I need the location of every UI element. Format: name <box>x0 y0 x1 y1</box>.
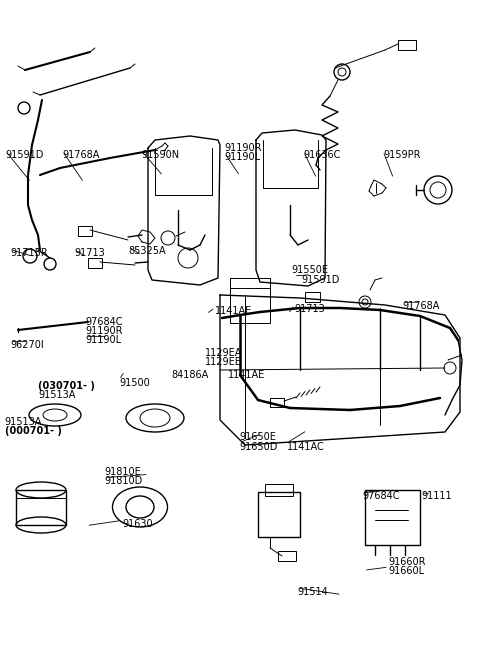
Text: 91768A: 91768A <box>402 301 440 311</box>
Bar <box>265 484 293 496</box>
Text: 91500: 91500 <box>119 378 150 388</box>
Text: 96270I: 96270I <box>11 340 44 350</box>
Text: 1141AE: 1141AE <box>215 306 252 316</box>
Text: 97684C: 97684C <box>85 317 123 327</box>
Bar <box>258 492 300 537</box>
Text: 91591D: 91591D <box>301 275 340 284</box>
Text: 91810D: 91810D <box>105 476 143 486</box>
Text: 9159PR: 9159PR <box>383 150 420 160</box>
Text: 91590N: 91590N <box>142 150 180 160</box>
Text: 84186A: 84186A <box>172 370 209 380</box>
Bar <box>88 258 102 268</box>
Text: 91768A: 91768A <box>62 150 100 160</box>
Text: 97684C: 97684C <box>362 491 400 501</box>
Text: 91660R: 91660R <box>389 557 426 567</box>
Bar <box>398 40 416 50</box>
Bar <box>16 490 66 525</box>
Text: 91111: 91111 <box>421 491 452 501</box>
Text: 91514: 91514 <box>298 587 328 597</box>
Text: 91190L: 91190L <box>225 152 261 162</box>
Bar <box>278 551 296 561</box>
Text: 1141AE: 1141AE <box>228 370 265 380</box>
Bar <box>78 226 92 236</box>
Text: 91713: 91713 <box>74 248 105 258</box>
Text: 91650E: 91650E <box>239 432 276 442</box>
Text: 91630: 91630 <box>122 519 153 529</box>
Text: (030701- ): (030701- ) <box>38 381 95 391</box>
Bar <box>270 398 284 407</box>
Bar <box>230 288 270 323</box>
Text: 91190R: 91190R <box>225 143 262 153</box>
Text: 91636C: 91636C <box>303 150 341 160</box>
Text: 91715R: 91715R <box>11 248 48 258</box>
Text: 91591D: 91591D <box>6 150 44 160</box>
Text: (000701- ): (000701- ) <box>5 426 61 436</box>
Text: 91650D: 91650D <box>239 442 277 451</box>
Text: 1129EA: 1129EA <box>205 348 243 358</box>
Text: 91660L: 91660L <box>389 566 425 576</box>
Text: 85325A: 85325A <box>129 246 166 256</box>
Text: 91513A: 91513A <box>5 417 42 426</box>
Text: 91713: 91713 <box>295 304 325 313</box>
Text: 91810E: 91810E <box>105 467 142 477</box>
Bar <box>365 490 420 545</box>
Text: 91513A: 91513A <box>38 390 76 400</box>
Text: 1141AC: 1141AC <box>287 442 325 451</box>
Text: 91550E: 91550E <box>292 265 329 275</box>
Text: 91190L: 91190L <box>85 335 121 345</box>
Text: 1129EE: 1129EE <box>205 357 242 367</box>
Bar <box>305 292 320 302</box>
Text: 91190R: 91190R <box>85 326 123 336</box>
